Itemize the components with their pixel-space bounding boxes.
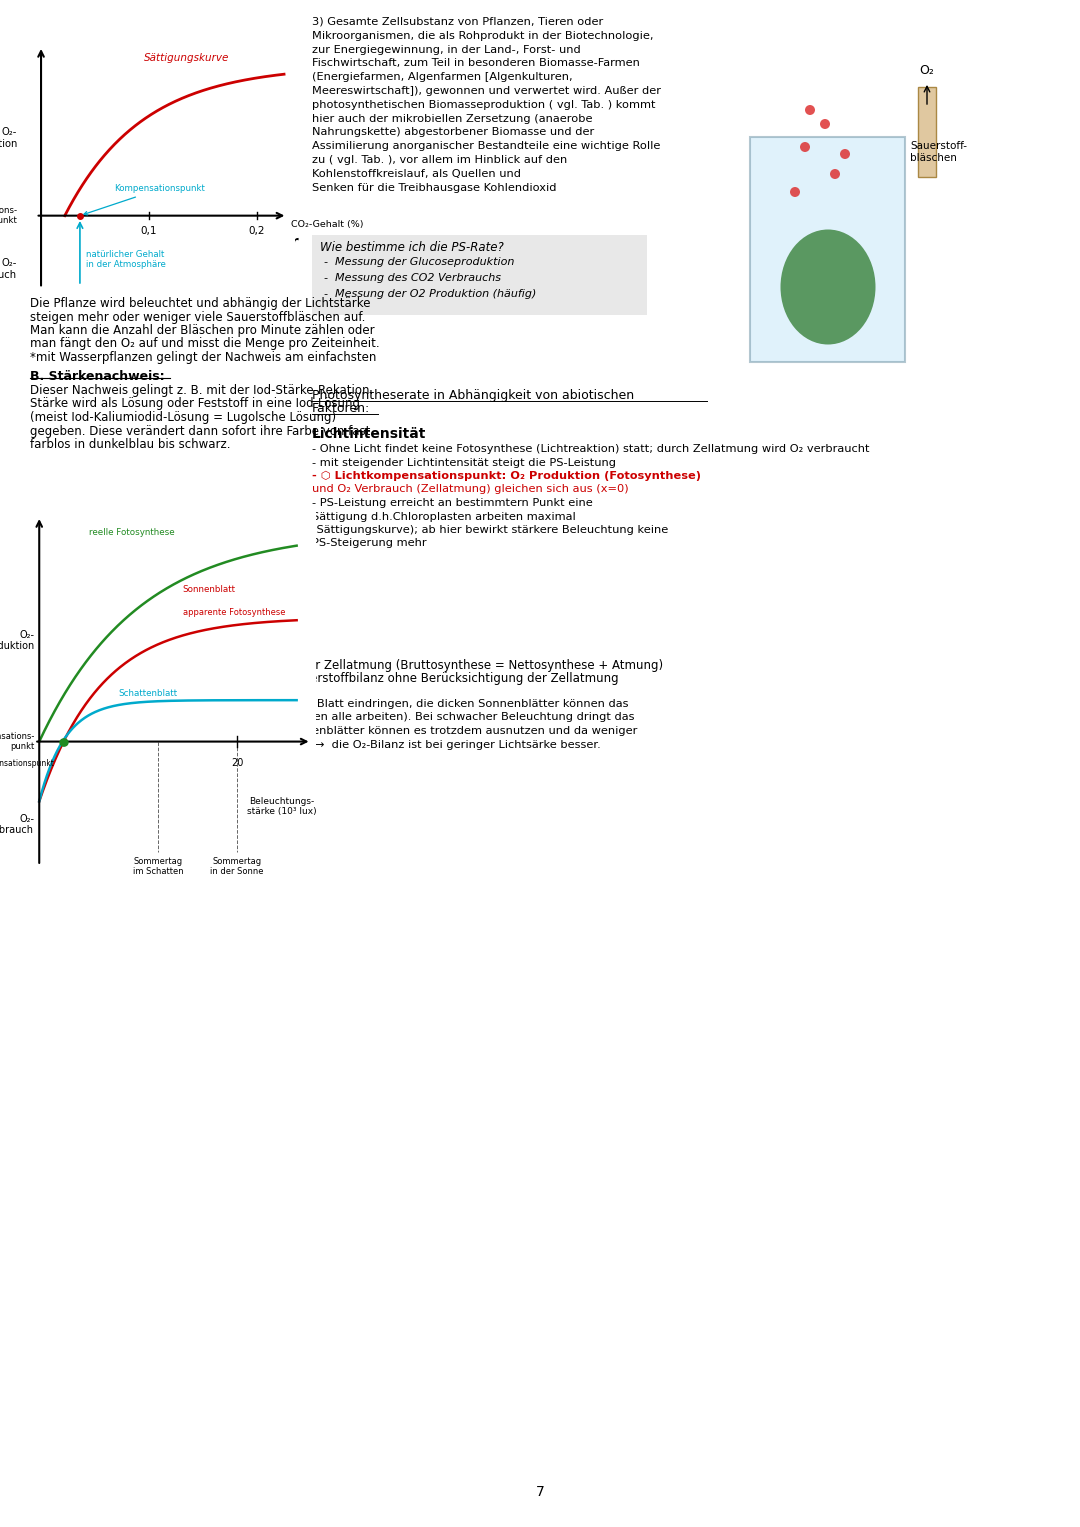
Text: Licht nicht so tief ins Blatt ein, die dünnen Schattenblätter können es trotzdem: Licht nicht so tief ins Blatt ein, die d… [30,725,637,736]
Text: Photosyntheserate in Abhängigkeit von abiotischen: Photosyntheserate in Abhängigkeit von ab… [312,389,634,402]
Circle shape [800,142,810,153]
Text: zu ( vgl. Tab. ), vor allem im Hinblick auf den: zu ( vgl. Tab. ), vor allem im Hinblick … [312,156,567,165]
Text: Fischwirtschaft, zum Teil in besonderen Biomasse-Farmen: Fischwirtschaft, zum Teil in besonderen … [312,58,639,69]
Text: Kompensationspunkt: Kompensationspunkt [84,185,205,215]
Text: Sättigung d.h.Chloroplasten arbeiten maximal: Sättigung d.h.Chloroplasten arbeiten max… [312,512,576,522]
Text: Senken für die Treibhausgase Kohlendioxid: Senken für die Treibhausgase Kohlendioxi… [312,183,556,192]
Text: PS-Steigerung mehr: PS-Steigerung mehr [312,539,427,548]
Bar [750,137,905,362]
Text: - Ohne Licht findet keine Fotosynthese (Lichtreaktion) statt; durch Zellatmung w: - Ohne Licht findet keine Fotosynthese (… [312,444,869,454]
Text: Kohlenstoffkreislauf, als Quellen und: Kohlenstoffkreislauf, als Quellen und [312,169,521,179]
Text: Kompensationspunkt: Kompensationspunkt [0,759,54,768]
Text: zur Energiegewinnung, in der Land-, Forst- und: zur Energiegewinnung, in der Land-, Fors… [312,44,581,55]
Text: O₂-
Produktion: O₂- Produktion [0,629,35,651]
Text: Beleuchtungs-
stärke (10³ lux): Beleuchtungs- stärke (10³ lux) [247,797,316,815]
Text: reelle Fotosynthese: reelle Fotosynthese [30,644,146,658]
Text: Nahrungskette) abgestorbener Biomasse und der: Nahrungskette) abgestorbener Biomasse un… [312,127,594,137]
Text: O₂: O₂ [919,64,934,76]
Text: Sauerstoffproduktion unter Berücksichtigung der Zellatmung (Bruttosynthese = Net: Sauerstoffproduktion unter Berücksichtig… [30,658,663,672]
Text: -  Messung der O2 Produktion (häufig): - Messung der O2 Produktion (häufig) [324,289,537,299]
Text: optimal ausnutzen (die vielen Chloroplasten können alle arbeiten). Bei schwacher: optimal ausnutzen (die vielen Chloroplas… [30,713,635,722]
Text: -  Messung des CO2 Verbrauchs: - Messung des CO2 Verbrauchs [324,273,501,282]
Text: - ⬡ Lichtkompensationspunkt: O₂ Produktion (Fotosynthese): - ⬡ Lichtkompensationspunkt: O₂ Produkti… [312,470,701,481]
Text: Dieser Nachweis gelingt z. B. mit der Iod-Stärke-Rekation.: Dieser Nachweis gelingt z. B. mit der Io… [30,383,374,397]
Text: hier auch der mikrobiellen Zersetzung (anaerobe: hier auch der mikrobiellen Zersetzung (a… [312,113,593,124]
Text: photosynthetischen Biomasseproduktion ( vgl. Tab. ) kommt: photosynthetischen Biomasseproduktion ( … [312,99,656,110]
Text: Kompensations-
punkt: Kompensations- punkt [0,731,35,751]
Text: 0,2: 0,2 [248,226,266,237]
Text: Meereswirtschaft]), gewonnen und verwertet wird. Außer der: Meereswirtschaft]), gewonnen und verwert… [312,86,661,96]
Text: Sonnenblatt: Sonnenblatt [183,585,235,594]
Text: natürlicher Gehalt
in der Atmosphäre: natürlicher Gehalt in der Atmosphäre [86,249,166,269]
Text: apparente Fotosynthese: apparente Fotosynthese [183,608,285,617]
Text: Sommertag
in der Sonne: Sommertag in der Sonne [211,857,264,876]
Text: (meist Iod-Kaliumiodid-Lösung = Lugolsche Lösung): (meist Iod-Kaliumiodid-Lösung = Lugolsch… [30,411,336,425]
Circle shape [805,105,815,115]
Text: Mikroorganismen, die als Rohprodukt in der Biotechnologie,: Mikroorganismen, die als Rohprodukt in d… [312,31,653,41]
Text: Die Pflanze wird beleuchtet und abhängig der Lichtstärke: Die Pflanze wird beleuchtet und abhängig… [30,296,370,310]
Text: (Nettosynthese): (Nettosynthese) [30,686,125,698]
Text: Assimilierung anorganischer Bestandteile eine wichtige Rolle: Assimilierung anorganischer Bestandteile… [312,140,660,151]
Text: Bedingungen und Produkte der: Bedingungen und Produkte der [30,235,299,250]
Text: : außen messbare Sauerstoffbilanz ohne Berücksichtigung der Zellatmung: : außen messbare Sauerstoffbilanz ohne B… [178,672,619,686]
Text: Zellen da sind, verbrauchen sie auch weniger O₂  →  die O₂-Bilanz ist bei gering: Zellen da sind, verbrauchen sie auch wen… [30,739,600,750]
Text: Kompensations-
punkt: Kompensations- punkt [0,206,17,226]
Text: B. Stärkenachweis:: B. Stärkenachweis: [30,370,164,383]
Text: O₂-
Verbrauch: O₂- Verbrauch [0,814,35,835]
Text: O₂-
Verbrauch: O₂- Verbrauch [0,258,17,279]
Circle shape [789,186,800,197]
Circle shape [820,119,831,128]
Text: (Energiefarmen, Algenfarmen [Algenkulturen,: (Energiefarmen, Algenfarmen [Algenkultur… [312,72,572,82]
Text: *Bei starker Beleuchtung kann das Licht tiefer ins Blatt eindringen, die dicken : *Bei starker Beleuchtung kann das Licht … [30,699,629,709]
Text: und O₂ Verbrauch (Zellatmung) gleichen sich aus (x=0): und O₂ Verbrauch (Zellatmung) gleichen s… [312,484,629,495]
Text: O₂-
Produktion: O₂- Produktion [0,127,17,150]
Text: - PS-Leistung erreicht an bestimmtern Punkt eine: - PS-Leistung erreicht an bestimmtern Pu… [312,498,593,508]
Text: Sättigungskurve: Sättigungskurve [144,53,230,63]
Text: A. Sauerstoffnachweis:: A. Sauerstoffnachweis: [30,282,193,296]
Text: und Methan (Treibhauseffekt).: und Methan (Treibhauseffekt). [30,211,208,223]
Text: gegeben. Diese verändert dann sofort ihre Farbe von fast: gegeben. Diese verändert dann sofort ihr… [30,425,370,438]
Text: Sauerstoff-
bläschen: Sauerstoff- bläschen [910,140,967,163]
Text: 7: 7 [536,1484,544,1500]
Text: Wie bestimme ich die PS-Rate?: Wie bestimme ich die PS-Rate? [320,241,503,253]
Text: steigen mehr oder weniger viele Sauerstoffbläschen auf.: steigen mehr oder weniger viele Sauersto… [30,310,365,324]
Bar [312,235,647,315]
Text: - mit steigender Lichtintensität steigt die PS-Leistung: - mit steigender Lichtintensität steigt … [312,458,616,467]
Text: Fotosynthese: Fotosynthese [30,250,146,266]
Text: : gesamte stattfindende: : gesamte stattfindende [156,644,299,658]
Text: reelle Fotosynthese: reelle Fotosynthese [89,528,174,538]
Text: 20: 20 [231,757,243,768]
Circle shape [840,150,850,159]
Text: Nachweis der Fotosynthese: Nachweis der Fotosynthese [30,269,202,282]
Text: Schattenblatt: Schattenblatt [119,689,177,698]
Text: Sommertag
im Schatten: Sommertag im Schatten [133,857,184,876]
Text: farblos in dunkelblau bis schwarz.: farblos in dunkelblau bis schwarz. [30,438,230,450]
Text: Stärke wird als Lösung oder Feststoff in eine Iod-Lösung: Stärke wird als Lösung oder Feststoff in… [30,397,360,411]
Text: CO₂-Gehalt (%): CO₂-Gehalt (%) [291,220,363,229]
Text: 0,1: 0,1 [140,226,158,237]
Bar [918,87,936,177]
Text: apparente Fotosynthese: apparente Fotosynthese [30,672,174,686]
Ellipse shape [781,229,876,345]
Text: -  Messung der Glucoseproduktion: - Messung der Glucoseproduktion [324,257,514,267]
Text: Lichtintensität: Lichtintensität [312,428,427,441]
Text: man fängt den O₂ auf und misst die Menge pro Zeiteinheit.: man fängt den O₂ auf und misst die Menge… [30,337,380,351]
Text: *mit Wasserpflanzen gelingt der Nachweis am einfachsten: *mit Wasserpflanzen gelingt der Nachweis… [30,351,376,363]
Text: (Sättigungskurve); ab hier bewirkt stärkere Beleuchtung keine: (Sättigungskurve); ab hier bewirkt stärk… [312,525,669,534]
Text: Faktoren:: Faktoren: [312,402,370,415]
Text: Man kann die Anzahl der Bläschen pro Minute zählen oder: Man kann die Anzahl der Bläschen pro Min… [30,324,375,337]
Circle shape [831,169,840,179]
Text: 3) Gesamte Zellsubstanz von Pflanzen, Tieren oder: 3) Gesamte Zellsubstanz von Pflanzen, Ti… [312,17,604,27]
